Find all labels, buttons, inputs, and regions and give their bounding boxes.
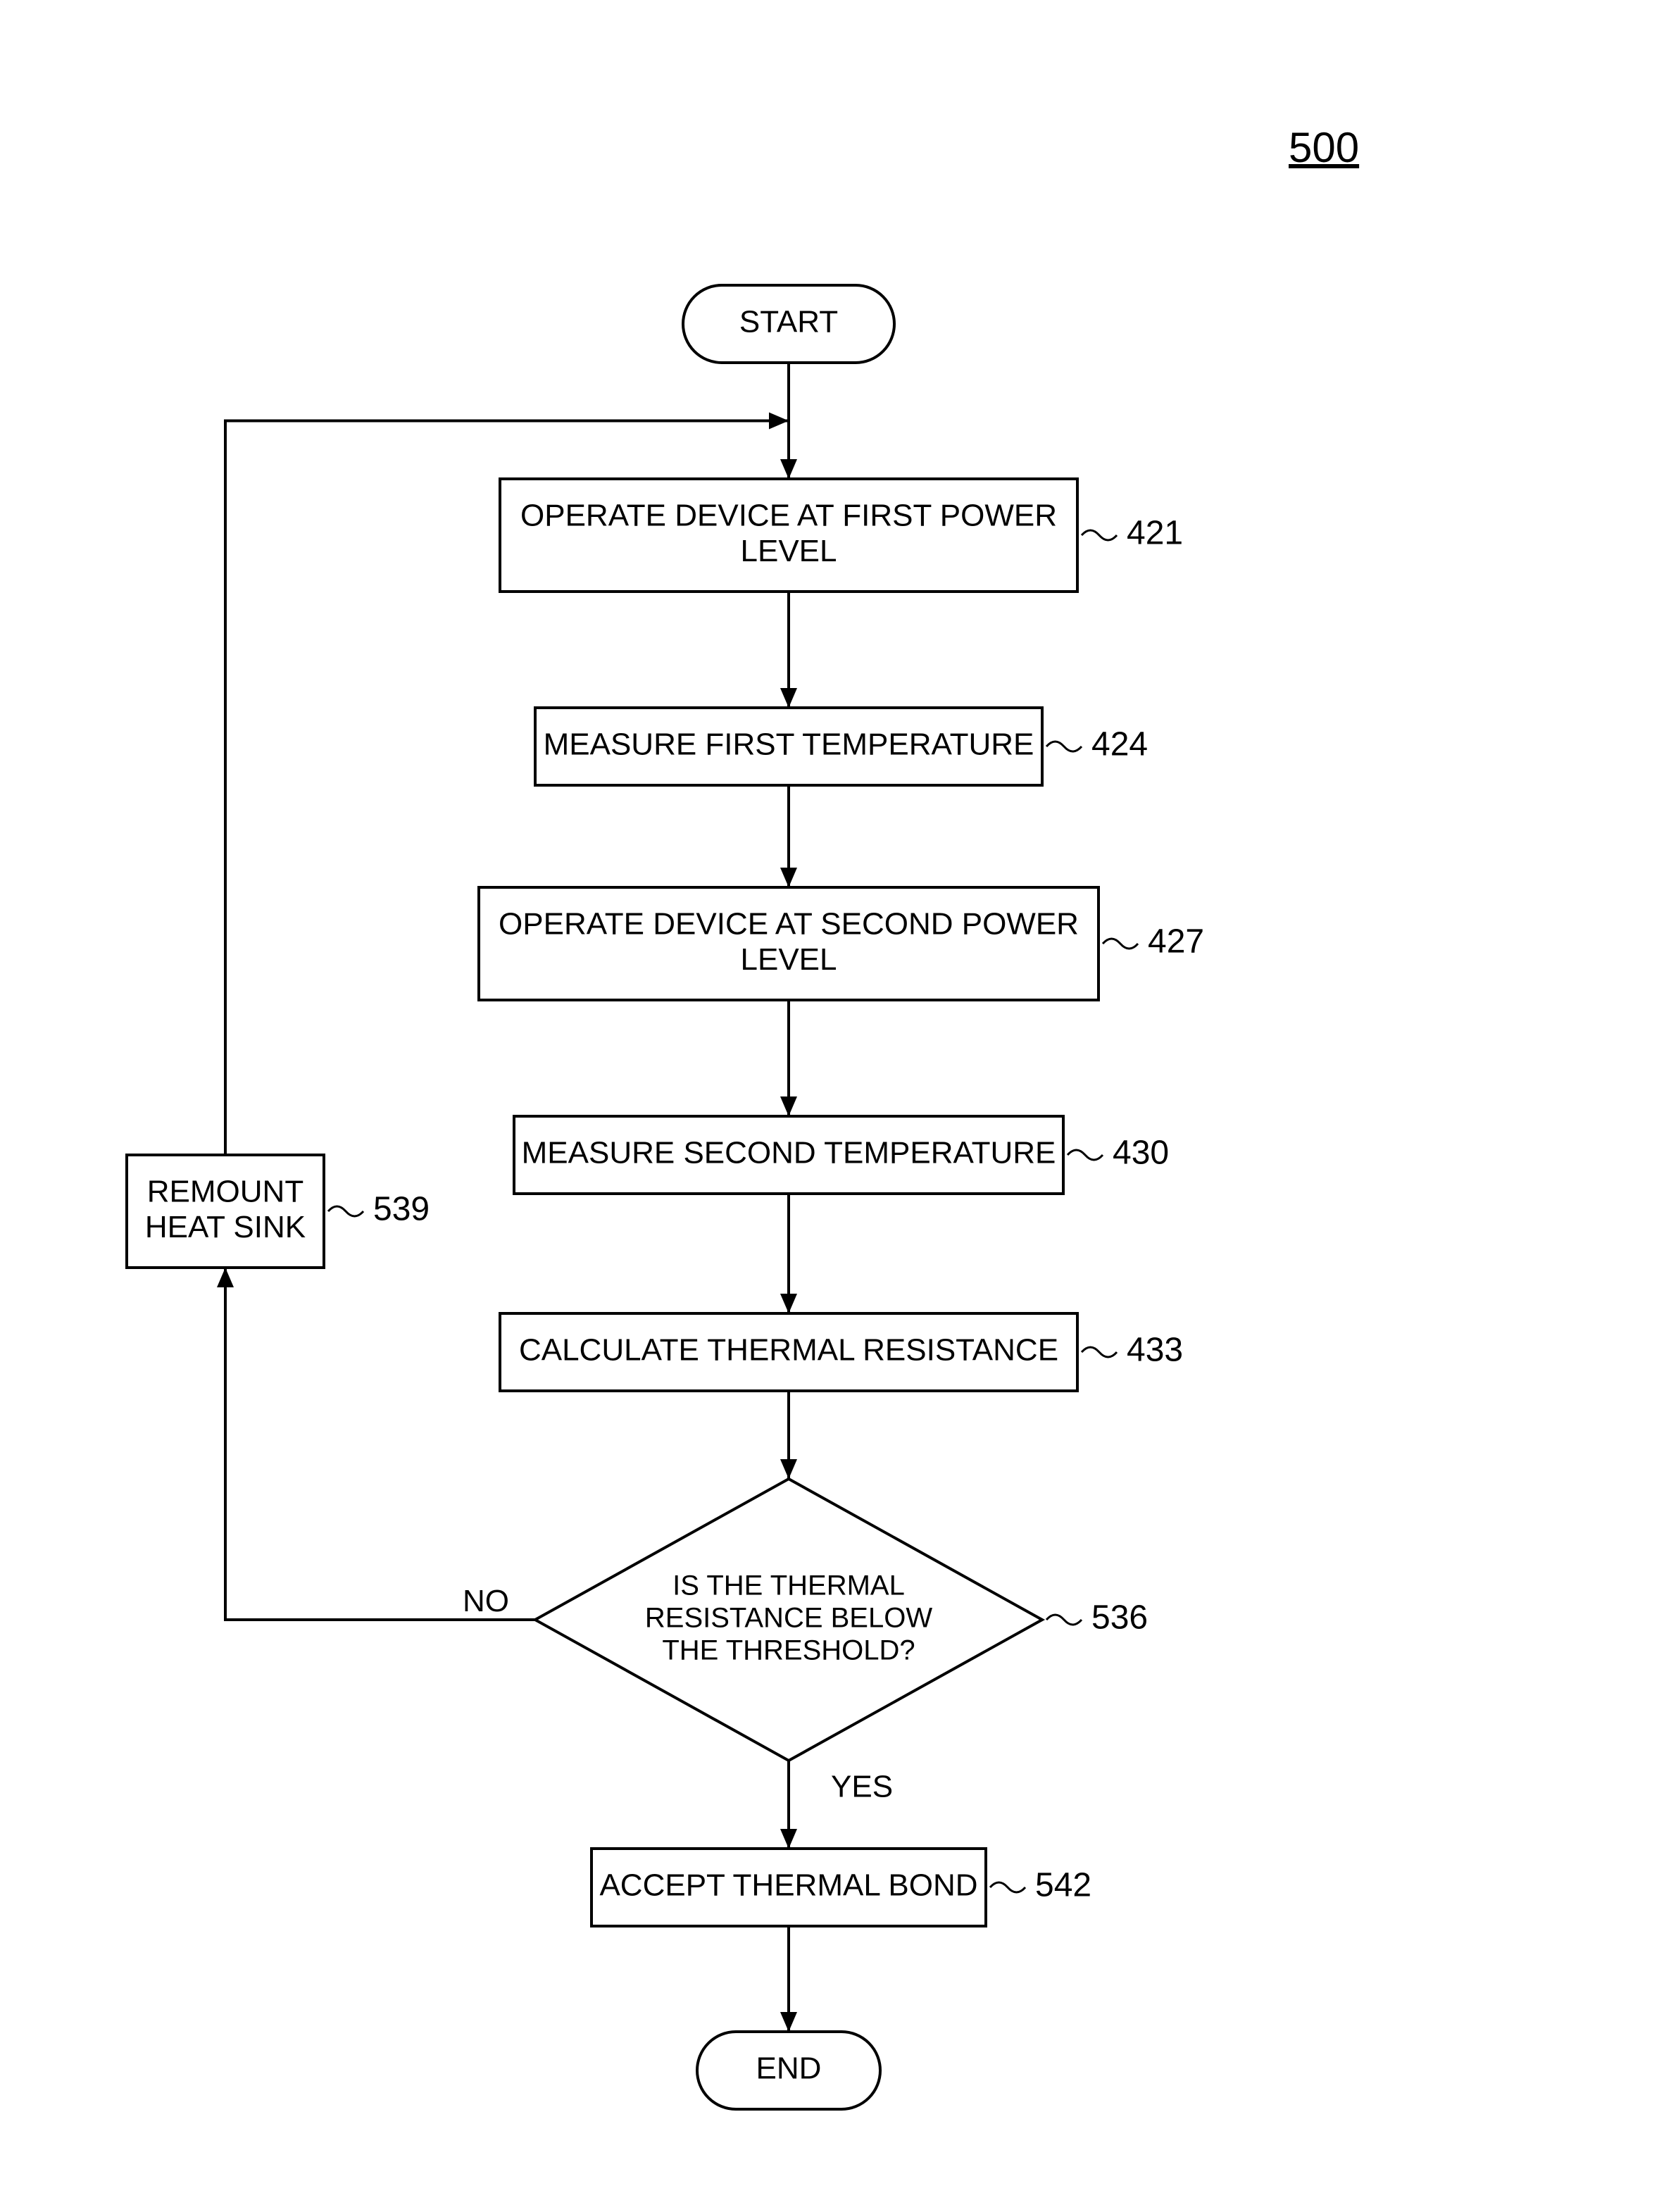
node-start: START bbox=[683, 285, 894, 363]
node-text-n433-0: CALCULATE THERMAL RESISTANCE bbox=[519, 1333, 1058, 1368]
ref-label-n424: 424 bbox=[1091, 726, 1148, 763]
node-n539: REMOUNTHEAT SINK bbox=[127, 1155, 324, 1268]
node-text-d536-1: RESISTANCE BELOW bbox=[645, 1603, 932, 1634]
node-n427: OPERATE DEVICE AT SECOND POWERLEVEL bbox=[479, 887, 1099, 1000]
ref-label-n433: 433 bbox=[1127, 1332, 1183, 1369]
ref-label-d536: 536 bbox=[1091, 1599, 1148, 1637]
node-text-n539-1: HEAT SINK bbox=[145, 1210, 306, 1244]
node-text-n424-0: MEASURE FIRST TEMPERATURE bbox=[544, 727, 1034, 762]
node-text-n427-1: LEVEL bbox=[741, 942, 837, 977]
edge-label-no: NO bbox=[463, 1584, 509, 1618]
ref-label-n427: 427 bbox=[1148, 923, 1204, 961]
ref-label-n539: 539 bbox=[373, 1191, 430, 1228]
figure-number: 500 bbox=[1289, 124, 1359, 171]
node-n424: MEASURE FIRST TEMPERATURE bbox=[535, 708, 1042, 785]
node-n421: OPERATE DEVICE AT FIRST POWERLEVEL bbox=[500, 479, 1077, 592]
node-n542: ACCEPT THERMAL BOND bbox=[592, 1849, 986, 1926]
edge-label-yes: YES bbox=[831, 1770, 893, 1804]
node-text-n539-0: REMOUNT bbox=[147, 1174, 303, 1208]
node-text-d536-0: IS THE THERMAL bbox=[672, 1570, 905, 1601]
ref-label-n430: 430 bbox=[1113, 1135, 1169, 1172]
node-d536: IS THE THERMALRESISTANCE BELOWTHE THRESH… bbox=[535, 1479, 1042, 1761]
node-end: END bbox=[697, 2032, 880, 2109]
node-text-n430-0: MEASURE SECOND TEMPERATURE bbox=[522, 1136, 1056, 1170]
node-text-n421-0: OPERATE DEVICE AT FIRST POWER bbox=[520, 498, 1057, 532]
edge-d536-n539 bbox=[225, 1268, 535, 1620]
node-n430: MEASURE SECOND TEMPERATURE bbox=[514, 1116, 1063, 1194]
node-text-start: START bbox=[739, 305, 838, 339]
node-text-n427-0: OPERATE DEVICE AT SECOND POWER bbox=[499, 906, 1079, 941]
node-text-n421-1: LEVEL bbox=[741, 534, 837, 568]
node-text-n542-0: ACCEPT THERMAL BOND bbox=[599, 1868, 977, 1903]
ref-label-n542: 542 bbox=[1035, 1867, 1091, 1904]
node-n433: CALCULATE THERMAL RESISTANCE bbox=[500, 1313, 1077, 1391]
ref-label-n421: 421 bbox=[1127, 515, 1183, 552]
node-text-d536-2: THE THRESHOLD? bbox=[662, 1635, 915, 1666]
node-text-end: END bbox=[756, 2051, 822, 2086]
